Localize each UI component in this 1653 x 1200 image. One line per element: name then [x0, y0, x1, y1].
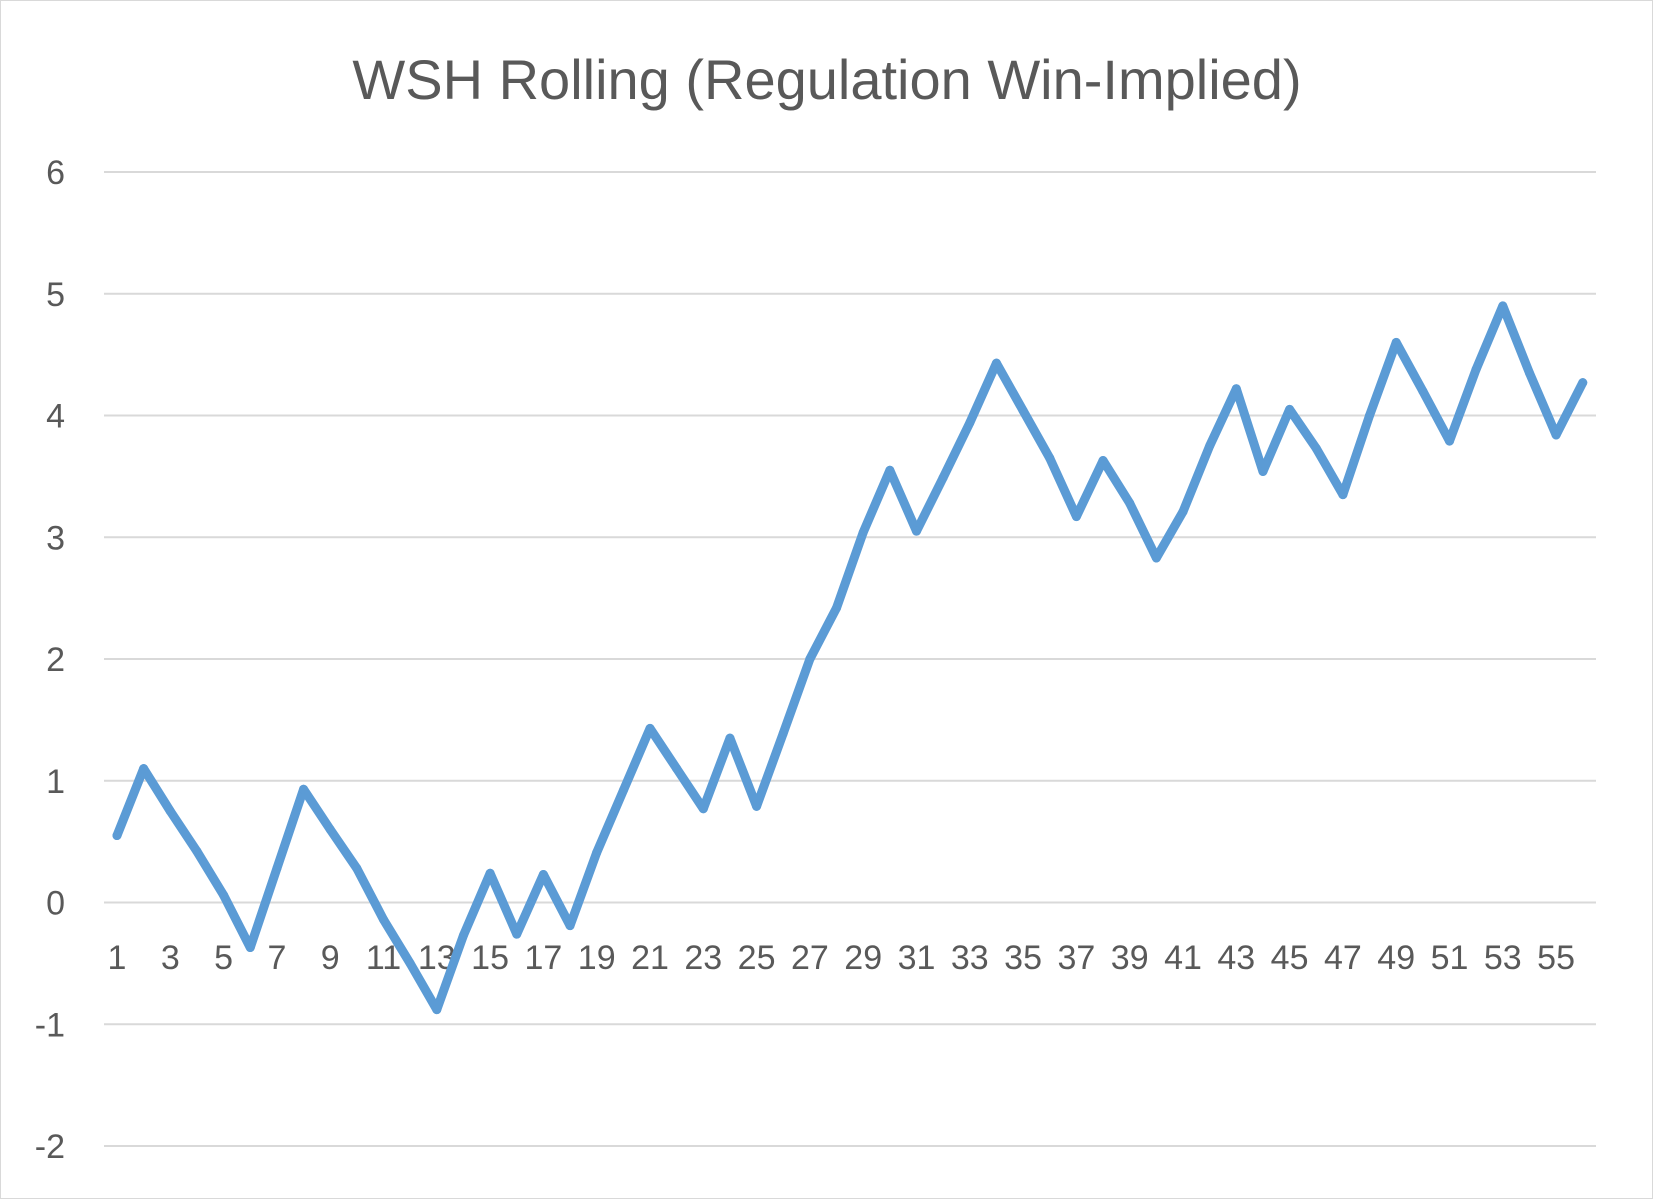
data-point — [1151, 553, 1161, 563]
data-point — [912, 526, 921, 536]
y-tick-label: 1 — [46, 763, 65, 801]
chart-title: WSH Rolling (Regulation Win-Implied) — [352, 48, 1301, 111]
data-point — [139, 764, 149, 774]
x-tick-label: 39 — [1111, 939, 1149, 977]
data-point — [1045, 453, 1055, 463]
data-point — [1178, 507, 1188, 517]
data-point — [512, 929, 522, 939]
data-point — [1524, 368, 1534, 378]
x-tick-label: 49 — [1377, 939, 1415, 977]
data-point — [698, 804, 708, 814]
y-axis-tick-labels: -2 -1 0 1 2 3 4 5 6 — [35, 154, 65, 1166]
x-tick-label: 21 — [631, 939, 669, 977]
x-tick-label: 23 — [684, 939, 722, 977]
data-point — [485, 868, 495, 878]
y-tick-label: 5 — [46, 276, 65, 314]
x-tick-label: 45 — [1271, 939, 1309, 977]
x-tick-label: 27 — [791, 939, 829, 977]
gridlines — [104, 171, 1596, 1147]
data-point — [1418, 386, 1428, 396]
data-point — [991, 358, 1001, 368]
y-tick-label: 6 — [46, 154, 65, 192]
data-point — [192, 846, 202, 856]
y-tick-label: 2 — [46, 641, 65, 679]
data-point — [458, 930, 468, 940]
x-tick-label: 9 — [321, 939, 340, 977]
data-point — [778, 728, 788, 738]
x-tick-label: 29 — [844, 939, 882, 977]
data-point — [965, 418, 975, 428]
data-point — [1445, 436, 1454, 446]
y-tick-label: 4 — [46, 398, 65, 436]
data-point — [1578, 378, 1588, 388]
x-tick-label: 15 — [471, 939, 509, 977]
x-tick-label: 5 — [214, 939, 233, 977]
x-axis-tick-labels: 1 3 5 7 9 11 13 15 17 19 21 23 25 27 29 31 33 35 37 39 41 43 4… — [108, 939, 1575, 977]
data-point — [272, 863, 282, 873]
y-tick-label: 3 — [46, 519, 65, 557]
data-point — [832, 603, 842, 613]
x-tick-label: 19 — [578, 939, 616, 977]
x-tick-label: 7 — [267, 939, 286, 977]
data-point — [1285, 404, 1295, 414]
data-point — [858, 527, 868, 537]
x-tick-label: 31 — [898, 939, 936, 977]
series-line-0 — [112, 301, 1588, 1015]
x-tick-label: 1 — [108, 939, 127, 977]
data-point — [1338, 490, 1348, 500]
x-tick-label: 3 — [161, 939, 180, 977]
data-point — [325, 824, 335, 834]
data-point — [245, 943, 255, 953]
x-tick-label: 41 — [1164, 939, 1202, 977]
data-point — [1125, 498, 1135, 508]
data-point — [805, 654, 815, 664]
x-tick-label: 35 — [1004, 939, 1042, 977]
data-point — [405, 958, 415, 968]
x-tick-label: 37 — [1057, 939, 1095, 977]
x-tick-label: 33 — [951, 939, 989, 977]
x-tick-label: 43 — [1217, 939, 1255, 977]
data-point — [752, 801, 762, 811]
x-tick-label: 47 — [1324, 939, 1362, 977]
data-point — [1498, 301, 1508, 311]
data-point — [299, 784, 309, 794]
data-point — [1471, 364, 1481, 374]
data-point — [672, 764, 682, 774]
y-tick-label: 0 — [46, 885, 65, 923]
data-point — [1231, 384, 1241, 394]
data-point — [885, 465, 895, 475]
y-tick-label: -2 — [35, 1128, 65, 1166]
data-point — [1205, 441, 1215, 451]
data-point — [1365, 411, 1375, 420]
x-tick-label: 25 — [738, 939, 776, 977]
data-point — [618, 785, 628, 795]
data-point — [219, 890, 229, 900]
data-point — [352, 863, 362, 873]
data-point — [592, 848, 602, 858]
data-point — [432, 1005, 442, 1015]
data-point — [379, 915, 388, 925]
series-layer — [112, 301, 1588, 1015]
data-point — [938, 473, 948, 483]
data-point — [165, 806, 175, 816]
data-point — [645, 723, 655, 733]
data-point — [1311, 443, 1321, 453]
data-point — [725, 733, 735, 743]
data-point — [538, 869, 548, 879]
x-tick-label: 17 — [524, 939, 562, 977]
data-point — [565, 921, 575, 931]
x-tick-label: 55 — [1537, 939, 1575, 977]
data-point — [112, 831, 122, 841]
x-tick-label: 53 — [1484, 939, 1522, 977]
x-tick-label: 51 — [1431, 939, 1469, 977]
data-point — [1018, 406, 1028, 416]
data-point — [1071, 512, 1081, 522]
y-tick-label: -1 — [35, 1006, 65, 1044]
data-point — [1551, 430, 1561, 440]
data-point — [1258, 467, 1268, 477]
data-point — [1098, 456, 1108, 466]
data-point — [1391, 337, 1401, 347]
